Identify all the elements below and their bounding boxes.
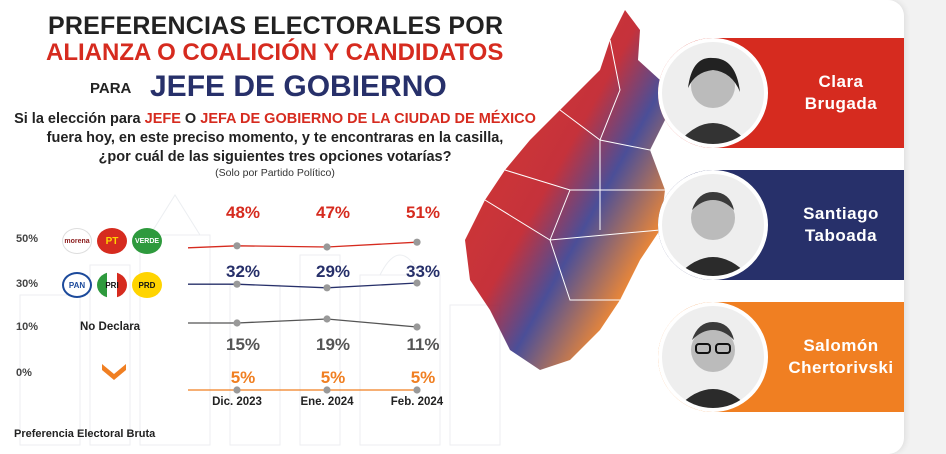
data-point	[413, 238, 421, 246]
pt-logo: PT	[97, 228, 127, 254]
question-note: (Solo por Partido Político)	[215, 167, 335, 179]
data-label: 5%	[411, 368, 436, 387]
data-point	[323, 284, 331, 292]
infographic-card: PREFERENCIAS ELECTORALES POR ALIANZA O C…	[0, 0, 904, 454]
city-background-illustration	[19, 194, 501, 446]
title-line-2: ALIANZA O COALICIÓN Y CANDIDATOS	[46, 39, 504, 66]
title-line-3: JEFE DE GOBIERNO	[150, 70, 447, 103]
title-line-1: PREFERENCIAS ELECTORALES POR	[48, 12, 504, 40]
footer-note: Preferencia Electoral Bruta	[14, 428, 156, 440]
series-name-label: No Declara	[80, 321, 141, 333]
data-point	[413, 386, 421, 394]
data-label: 19%	[316, 335, 350, 354]
question-line-3: ¿por cuál de las siguientes tres opcione…	[98, 149, 452, 165]
question-line-2: fuera hoy, en este preciso momento, y te…	[46, 130, 504, 146]
pan-logo: PAN	[62, 272, 92, 298]
series-line	[188, 282, 418, 289]
morena-logo: morena	[62, 228, 92, 254]
data-point	[323, 386, 331, 394]
pri-logo: PRI	[97, 272, 127, 298]
prd-logo: PRD	[132, 272, 162, 298]
data-point	[233, 280, 241, 288]
cdmx-map	[465, 10, 665, 370]
data-label: 32%	[226, 262, 260, 281]
candidate-photo-chertorivski	[658, 302, 768, 412]
data-label: 29%	[316, 262, 350, 281]
data-label: 5%	[321, 368, 346, 387]
question-line-1: Si la elección para JEFE O JEFA DE GOBIE…	[14, 111, 536, 127]
y-tick-label: 30%	[16, 278, 38, 290]
verde-logo: VERDE	[132, 228, 162, 254]
candidate-photo-brugada	[658, 38, 768, 148]
data-label: 47%	[316, 203, 350, 222]
candidate-photo-taboada	[658, 170, 768, 280]
survey-question: Si la elección para JEFE O JEFA DE GOBIE…	[10, 110, 540, 167]
mc-logo	[102, 364, 126, 380]
y-tick-label: 0%	[16, 367, 32, 379]
data-label: 15%	[226, 335, 260, 354]
candidate-card-brugada: Clara Brugada	[658, 38, 904, 148]
x-tick-label: Ene. 2024	[300, 396, 354, 408]
data-label: 5%	[231, 368, 256, 387]
series-line	[188, 318, 418, 328]
candidate-card-chertorivski: Salomón Chertorivski	[658, 302, 904, 412]
data-point	[233, 242, 241, 250]
candidate-name-chertorivski: Salomón Chertorivski	[788, 336, 894, 377]
data-point	[233, 386, 241, 394]
title-para: PARA	[90, 80, 132, 97]
x-tick-label: Feb. 2024	[391, 396, 444, 408]
series-line	[187, 241, 418, 249]
data-label: 33%	[406, 262, 440, 281]
candidate-name-brugada: Clara Brugada	[804, 72, 878, 113]
y-tick-label: 50%	[16, 233, 38, 245]
candidate-name-taboada: Santiago Taboada	[803, 204, 879, 245]
y-tick-label: 10%	[16, 321, 38, 333]
data-point	[413, 279, 421, 287]
data-point	[233, 319, 241, 327]
data-point	[413, 323, 421, 331]
data-label: 48%	[226, 203, 260, 222]
x-tick-label: Dic. 2023	[212, 396, 262, 408]
data-label: 51%	[406, 203, 440, 222]
data-point	[323, 243, 331, 251]
line-chart: 50% 30% 10% 0% 48% 47% 51% 32% 29% 33% 15% 19% 11% No…	[16, 203, 444, 408]
data-label: 11%	[406, 335, 439, 354]
data-point	[323, 315, 331, 323]
candidate-card-taboada: Santiago Taboada	[658, 170, 904, 280]
